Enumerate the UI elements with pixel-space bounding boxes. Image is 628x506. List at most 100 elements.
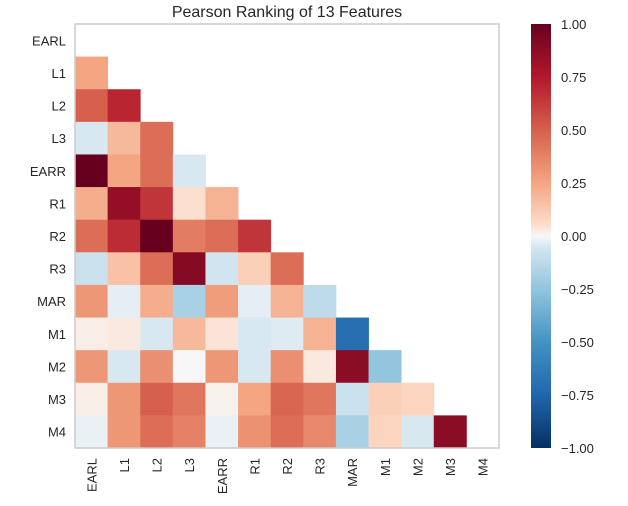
heatmap-cell-R2-R1 bbox=[238, 219, 272, 253]
heatmap-cell-MAR-L1 bbox=[107, 284, 141, 318]
heatmap-cell-R1-L3 bbox=[172, 187, 206, 221]
heatmap-cell-R2-EARL bbox=[75, 219, 109, 253]
x-tick-label: EARL bbox=[84, 458, 99, 492]
heatmap-cell-MAR-R1 bbox=[238, 284, 272, 318]
heatmap-cell-M1-L2 bbox=[140, 317, 174, 351]
y-tick-label: M3 bbox=[48, 392, 66, 407]
heatmap-cell-M2-EARR bbox=[205, 350, 239, 384]
x-tick-label: M1 bbox=[378, 458, 393, 476]
x-tick-label: R1 bbox=[247, 458, 262, 475]
heatmap-cell-M4-L3 bbox=[172, 415, 206, 449]
colorbar bbox=[531, 24, 551, 448]
heatmap-cell-M2-EARL bbox=[75, 350, 109, 384]
heatmap-cell-R2-L3 bbox=[172, 219, 206, 253]
heatmap-cell-EARR-L3 bbox=[172, 154, 206, 188]
y-tick-label: L1 bbox=[52, 66, 66, 81]
heatmap-cell-R3-EARL bbox=[75, 252, 109, 286]
heatmap-cell-M3-M1 bbox=[368, 382, 402, 416]
heatmap-cell-M2-L2 bbox=[140, 350, 174, 384]
x-tick-label: L2 bbox=[150, 458, 165, 472]
heatmap-cell-MAR-EARL bbox=[75, 284, 109, 318]
heatmap-cell-M2-R1 bbox=[238, 350, 272, 384]
heatmap-cell-M1-L1 bbox=[107, 317, 141, 351]
x-tick-label: L3 bbox=[182, 458, 197, 472]
heatmap-cell-M1-R1 bbox=[238, 317, 272, 351]
heatmap-cell-MAR-R2 bbox=[270, 284, 304, 318]
heatmap-cell-M2-M1 bbox=[368, 350, 402, 384]
heatmap-cell-M4-EARR bbox=[205, 415, 239, 449]
heatmap-cell-M4-R1 bbox=[238, 415, 272, 449]
heatmap-cell-M1-R3 bbox=[303, 317, 337, 351]
heatmap-cell-M2-R2 bbox=[270, 350, 304, 384]
heatmap-cell-M4-EARL bbox=[75, 415, 109, 449]
heatmap-cell-M4-L2 bbox=[140, 415, 174, 449]
x-tick-label: MAR bbox=[345, 458, 360, 487]
y-tick-label: EARL bbox=[32, 33, 66, 48]
x-tick-label: EARR bbox=[215, 458, 230, 494]
heatmap-cell-MAR-L3 bbox=[172, 284, 206, 318]
y-tick-label: L3 bbox=[52, 131, 66, 146]
heatmap-cell-M3-EARL bbox=[75, 382, 109, 416]
heatmap-cell-M1-MAR bbox=[335, 317, 369, 351]
heatmap-cell-R2-L2 bbox=[140, 219, 174, 253]
heatmap-cell-M3-L3 bbox=[172, 382, 206, 416]
heatmap-cell-M2-MAR bbox=[335, 350, 369, 384]
heatmap-cell-M3-MAR bbox=[335, 382, 369, 416]
heatmap-cell-M3-L1 bbox=[107, 382, 141, 416]
heatmap-cell-R2-EARR bbox=[205, 219, 239, 253]
heatmap-cell-M3-R3 bbox=[303, 382, 337, 416]
colorbar-tick-label: 1.00 bbox=[561, 17, 586, 32]
heatmap-cell-M4-M1 bbox=[368, 415, 402, 449]
x-tick-label: R3 bbox=[313, 458, 328, 475]
heatmap-cell-M4-MAR bbox=[335, 415, 369, 449]
heatmap-cell-R1-EARL bbox=[75, 187, 109, 221]
heatmap-cell-R1-L1 bbox=[107, 187, 141, 221]
heatmap-cell-R3-L3 bbox=[172, 252, 206, 286]
heatmap-cell-R2-L1 bbox=[107, 219, 141, 253]
heatmap-cell-L2-L1 bbox=[107, 89, 141, 123]
heatmap-cell-M4-R2 bbox=[270, 415, 304, 449]
colorbar-tick-label: 0.50 bbox=[561, 123, 586, 138]
heatmap-cell-M3-R1 bbox=[238, 382, 272, 416]
colorbar-tick-label: 0.25 bbox=[561, 176, 586, 191]
heatmap-cell-M4-M3 bbox=[433, 415, 467, 449]
y-tick-label: EARR bbox=[30, 164, 66, 179]
heatmap-cells bbox=[75, 56, 467, 449]
colorbar-tick-label: 0.75 bbox=[561, 70, 586, 85]
colorbar-tick-label: 0.00 bbox=[561, 229, 586, 244]
heatmap-cell-M1-R2 bbox=[270, 317, 304, 351]
heatmap-cell-M2-L3 bbox=[172, 350, 206, 384]
heatmap-cell-M3-L2 bbox=[140, 382, 174, 416]
heatmap-cell-M3-M2 bbox=[401, 382, 435, 416]
colorbar-tick-label: −0.75 bbox=[561, 388, 594, 403]
x-tick-label: M2 bbox=[410, 458, 425, 476]
heatmap-cell-L3-L2 bbox=[140, 121, 174, 155]
heatmap-cell-R1-L2 bbox=[140, 187, 174, 221]
heatmap-cell-EARR-EARL bbox=[75, 154, 109, 188]
heatmap-cell-R3-EARR bbox=[205, 252, 239, 286]
y-tick-label: R1 bbox=[49, 196, 66, 211]
heatmap-cell-M1-EARR bbox=[205, 317, 239, 351]
heatmap-cell-MAR-L2 bbox=[140, 284, 174, 318]
heatmap-cell-L3-L1 bbox=[107, 121, 141, 155]
x-tick-label: L1 bbox=[117, 458, 132, 472]
heatmap-cell-M1-L3 bbox=[172, 317, 206, 351]
heatmap-cell-EARR-L1 bbox=[107, 154, 141, 188]
heatmap-cell-R1-EARR bbox=[205, 187, 239, 221]
x-axis-labels: EARL L1 L2 L3 EARR R1 R2 R3 MAR M1 M2 M3 M4 bbox=[84, 458, 490, 494]
heatmap-cell-M3-R2 bbox=[270, 382, 304, 416]
colorbar-tick-labels: 1.00 0.75 0.50 0.25 0.00 −0.25 −0.50 −0.75 −1.00 bbox=[561, 17, 594, 456]
heatmap-cell-M4-L1 bbox=[107, 415, 141, 449]
y-tick-label: M4 bbox=[48, 425, 66, 440]
heatmap-cell-M4-M2 bbox=[401, 415, 435, 449]
y-tick-label: MAR bbox=[37, 294, 66, 309]
heatmap-cell-R3-L1 bbox=[107, 252, 141, 286]
heatmap-cell-M2-R3 bbox=[303, 350, 337, 384]
x-tick-label: M3 bbox=[443, 458, 458, 476]
heatmap-cell-M4-R3 bbox=[303, 415, 337, 449]
heatmap-cell-L2-EARL bbox=[75, 89, 109, 123]
heatmap-cell-R3-R1 bbox=[238, 252, 272, 286]
colorbar-tick-label: −1.00 bbox=[561, 441, 594, 456]
y-tick-label: L2 bbox=[52, 99, 66, 114]
